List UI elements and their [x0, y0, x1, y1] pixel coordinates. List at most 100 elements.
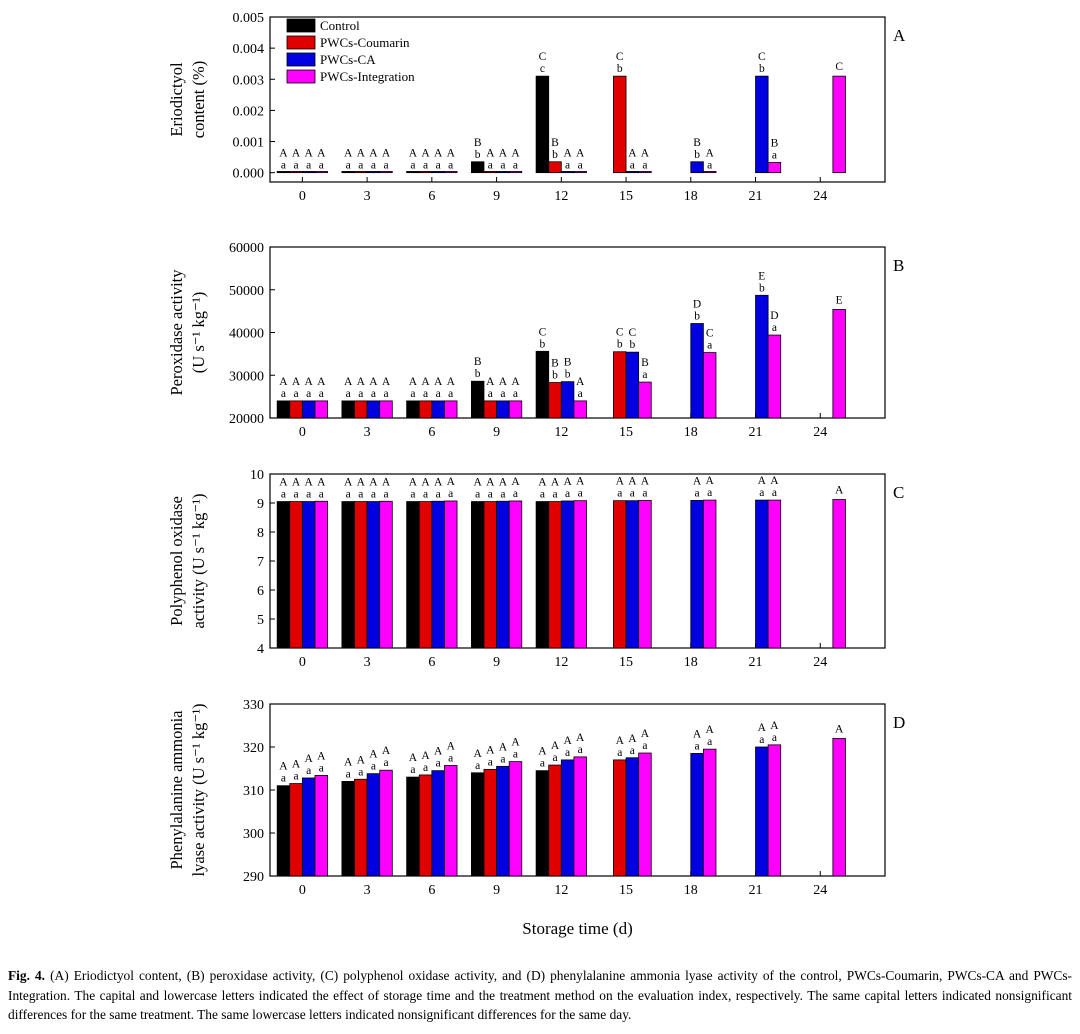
legend-swatch-pwcs-ca — [286, 52, 316, 67]
bar-B-pwcs-ca-day-12 — [560, 381, 575, 419]
bar-C-control-day-9 — [470, 501, 485, 649]
panel-B-ytick-label: 40000 — [229, 327, 264, 342]
panel-C-xtick-label: 15 — [619, 655, 633, 670]
bar-B-pwcs-ca-day-6 — [431, 400, 445, 419]
panel-C-upper-letter: A — [706, 475, 715, 487]
caption-label: Fig. 4. — [8, 968, 46, 984]
panel-D-xtick-label: 0 — [299, 883, 306, 898]
panel-C-upper-letter: A — [369, 477, 378, 489]
bar-C-pwcs-integration-day-18 — [702, 499, 717, 649]
panel-C-xtick-label: 3 — [364, 655, 371, 670]
panel-C-upper-letter: A — [563, 476, 572, 488]
bar-B-pwcs-ca-day-21 — [755, 294, 769, 419]
panel-A-upper-letter: A — [499, 148, 508, 160]
panel-B-lower-letter: b — [759, 282, 765, 294]
bar-B-pwcs-integration-day-0 — [314, 400, 328, 419]
panel-B-xtick-label: 24 — [813, 425, 827, 440]
bar-C-pwcs-integration-day-0 — [314, 500, 328, 649]
bar-D-pwcs-coumarin-day-6 — [418, 774, 433, 877]
panel-C-lower-letter: a — [448, 488, 453, 500]
panel-C-lower-letter: a — [410, 489, 415, 501]
panel-A-upper-letter: A — [317, 148, 326, 160]
bar-A-pwcs-integration-day-3 — [379, 171, 393, 174]
panel-A-upper-letter: A — [511, 148, 520, 160]
panel-C-upper-letter: A — [474, 477, 483, 489]
panel-B-upper-letter: D — [770, 310, 778, 322]
bar-B-pwcs-ca-day-0 — [301, 400, 316, 419]
panel-A-lower-letter: a — [642, 160, 647, 172]
bar-D-pwcs-ca-day-0 — [301, 777, 316, 877]
panel-C-lower-letter: a — [383, 488, 388, 500]
bar-A-pwcs-integration-day-12 — [573, 171, 587, 174]
panel-B-lower-letter: b — [552, 370, 558, 382]
panel-B-upper-letter: C — [629, 327, 637, 339]
panel-B-ytick-label: 50000 — [229, 284, 264, 299]
panel-D-xtick-label: 18 — [684, 883, 698, 898]
panel-D-lower-letter: a — [565, 747, 570, 759]
panel-C-lower-letter: a — [294, 489, 299, 501]
panel-D-lower-letter: a — [423, 762, 428, 774]
panel-A-lower-letter: a — [448, 160, 453, 172]
panel-C-upper-letter: A — [382, 476, 391, 488]
panel-A-lower-letter: a — [281, 160, 286, 172]
panel-B-upper-letter: B — [474, 356, 482, 368]
panel-B-upper-letter: B — [564, 357, 572, 369]
panel-C-lower-letter: a — [346, 489, 351, 501]
panel-C-lower-letter: a — [358, 489, 363, 501]
bar-B-pwcs-coumarin-day-3 — [354, 400, 368, 419]
panel-D-upper-letter: A — [835, 723, 844, 735]
panel-A-ytick-label: 0.002 — [233, 104, 265, 119]
panel-C-upper-letter: A — [447, 476, 456, 488]
panel-D-letter: D — [893, 713, 905, 732]
panel-B-lower-letter: b — [565, 369, 571, 381]
panel-D-ytick-label: 320 — [243, 741, 264, 756]
panel-A-upper-letter: A — [641, 148, 650, 160]
panel-A-upper-letter: C — [835, 61, 843, 73]
figure-4: 0.000 0.001 0.002 0.003 0.004 0.005 Eriodictyo… — [167, 11, 906, 938]
panel-C-lower-letter: a — [642, 487, 647, 499]
panel-C-lower-letter: a — [617, 488, 622, 500]
bar-B-control-day-9 — [470, 380, 485, 419]
panel-B-lower-letter: a — [410, 388, 415, 400]
panel-C-upper-letter: A — [344, 477, 353, 489]
panel-D-lower-letter: a — [488, 756, 493, 768]
panel-B-upper-letter: A — [317, 376, 326, 388]
panel-B-xtick-label: 3 — [364, 425, 371, 440]
panel-D-lower-letter: a — [578, 744, 583, 756]
panel-A-lower-letter: a — [294, 160, 299, 172]
bar-D-pwcs-ca-day-21 — [755, 746, 769, 877]
panel-A-ytick-label: 0.003 — [233, 73, 265, 88]
panel-B-upper-letter: A — [434, 376, 443, 388]
panel-C-upper-letter: A — [576, 476, 585, 488]
bar-C-pwcs-ca-day-15 — [625, 500, 640, 649]
panel-C-ylabel: activity (U s⁻¹ kg⁻¹) — [189, 494, 208, 629]
panel-B-lower-letter: b — [475, 368, 481, 380]
panel-A-lower-letter: a — [513, 160, 518, 172]
bar-D-pwcs-ca-day-3 — [366, 773, 381, 877]
panel-B-upper-letter: A — [409, 376, 418, 388]
bar-B-pwcs-integration-day-15 — [638, 381, 652, 419]
legend-swatch-pwcs-integration — [286, 69, 316, 84]
panel-B-upper-letter: C — [706, 328, 714, 340]
panel-C-lower-letter: a — [630, 488, 635, 500]
panel-D-lower-letter: a — [642, 740, 647, 752]
bar-A-pwcs-integration-day-24 — [832, 75, 846, 174]
panel-A-lower-letter: a — [565, 160, 570, 172]
bar-D-pwcs-integration-day-12 — [573, 756, 587, 877]
panel-C-lower-letter: a — [759, 487, 764, 499]
bar-C-control-day-3 — [341, 501, 355, 649]
panel-D-upper-letter: A — [538, 746, 547, 758]
panel-B-upper-letter: A — [305, 376, 314, 388]
bar-C-pwcs-ca-day-21 — [755, 499, 769, 649]
panel-B-upper-letter: E — [758, 270, 765, 282]
panel-B-lower-letter: b — [694, 311, 700, 323]
panel-D-upper-letter: A — [382, 745, 391, 757]
bar-A-pwcs-integration-day-15 — [638, 171, 652, 174]
panel-D-ytick-label: 330 — [243, 698, 264, 713]
bar-A-pwcs-integration-day-21 — [767, 161, 782, 174]
panel-D-lower-letter: a — [475, 760, 480, 772]
panel-C-upper-letter: A — [551, 477, 560, 489]
panel-A-lower-letter: a — [436, 160, 441, 172]
panel-A-upper-letter: B — [771, 137, 779, 149]
legend-swatch-pwcs-coumarin — [286, 35, 316, 50]
